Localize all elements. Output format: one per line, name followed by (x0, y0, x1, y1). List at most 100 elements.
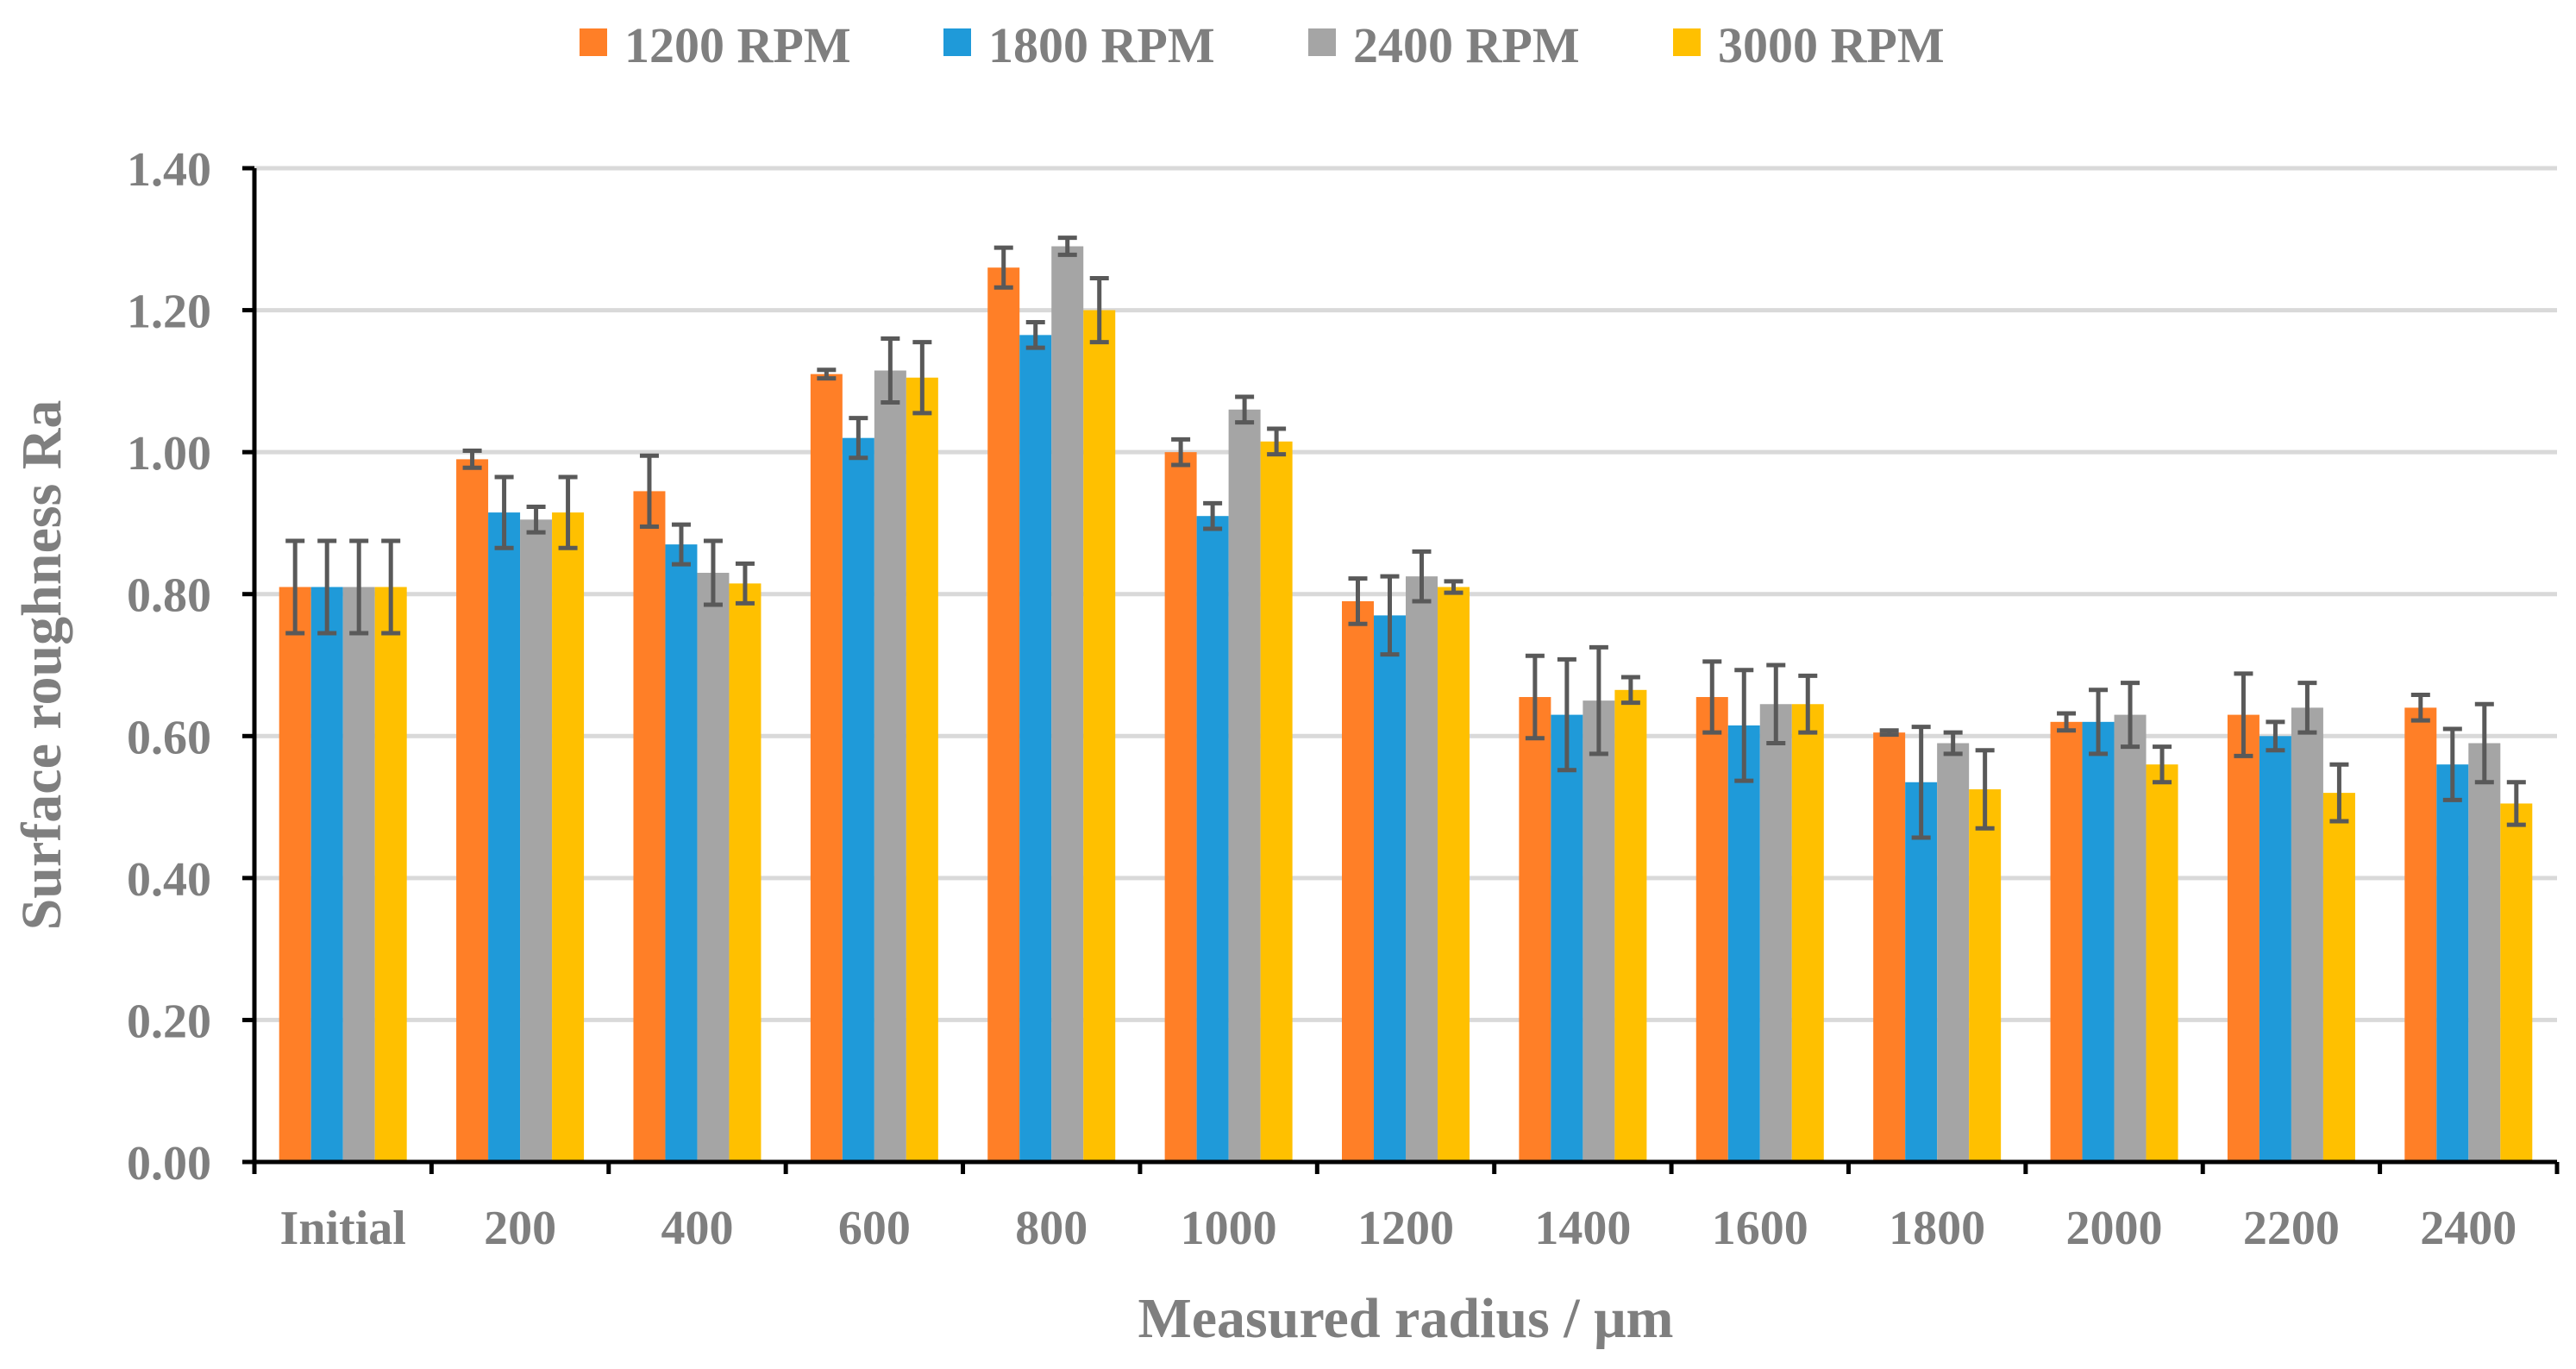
axes (242, 166, 2560, 1174)
error-bar (1171, 436, 1191, 468)
error-bar (1879, 728, 1899, 738)
bar-2400-rpm-1000 (1228, 409, 1261, 1162)
bar-1200-rpm-400 (633, 491, 666, 1162)
bar-1800-rpm-initial (310, 587, 343, 1162)
error-bar (1267, 426, 1287, 457)
error-bar (1444, 579, 1463, 595)
bar-1800-rpm-2200 (2259, 736, 2291, 1162)
legend-label: 1800 RPM (988, 17, 1215, 73)
error-bar (526, 505, 546, 535)
error-bars (285, 235, 2526, 840)
error-bar (1911, 725, 1931, 840)
y-tick-label: 0.80 (127, 569, 211, 623)
bar-1800-rpm-600 (842, 437, 874, 1163)
error-bar (1798, 673, 1818, 735)
error-bar (2266, 719, 2285, 753)
bar-1200-rpm-600 (810, 374, 843, 1163)
bar-2400-rpm-initial (342, 587, 375, 1162)
legend-item-3000-rpm: 3000 RPM (1673, 17, 1945, 73)
bar-1800-rpm-1200 (1374, 615, 1406, 1162)
error-bar (993, 245, 1013, 290)
legend-swatch (943, 28, 971, 56)
bar-2400-rpm-800 (1051, 246, 1084, 1162)
bar-1200-rpm-2400 (2404, 707, 2437, 1162)
bar-2400-rpm-2000 (2114, 714, 2147, 1162)
bar-1200-rpm-1600 (1695, 697, 1728, 1162)
legend-label: 2400 RPM (1353, 17, 1580, 73)
y-tick-label: 1.20 (127, 286, 211, 339)
bar-1200-rpm-200 (456, 459, 489, 1162)
bar-3000-rpm-200 (552, 512, 585, 1162)
bar-3000-rpm-600 (906, 377, 938, 1162)
bar-3000-rpm-1800 (1969, 789, 2002, 1162)
error-bar (1412, 549, 1432, 604)
bar-3000-rpm-1400 (1614, 689, 1647, 1162)
error-bar (639, 453, 659, 530)
y-axis-title: Surface roughness Ra (10, 400, 73, 931)
bar-3000-rpm-1000 (1260, 441, 1293, 1162)
error-bar (1975, 748, 1995, 831)
error-bar (881, 336, 900, 405)
bar-2400-rpm-400 (697, 573, 730, 1162)
error-bar (1348, 576, 1368, 626)
error-bar (381, 538, 401, 636)
y-tick-labels: 0.00 0.20 0.40 0.60 0.80 1.00 1.20 1.40 (127, 143, 211, 1190)
error-bar (2121, 681, 2140, 750)
error-bar (849, 416, 868, 461)
legend-item-2400-rpm: 2400 RPM (1308, 17, 1580, 73)
legend-label: 1200 RPM (624, 17, 851, 73)
bar-3000-rpm-initial (374, 587, 407, 1162)
bar-3000-rpm-800 (1083, 310, 1116, 1163)
bar-1800-rpm-1000 (1196, 516, 1229, 1162)
x-tick-label: 600 (838, 1202, 911, 1255)
bar-1800-rpm-800 (1019, 335, 1052, 1162)
error-bar (349, 538, 369, 636)
error-bar (1025, 320, 1045, 350)
error-bar (1235, 394, 1255, 425)
error-bar (2057, 711, 2077, 733)
bar-1200-rpm-1800 (1873, 732, 1906, 1162)
error-bar (2329, 762, 2349, 824)
bar-3000-rpm-2000 (2146, 764, 2178, 1162)
error-bar (2297, 681, 2317, 735)
error-bar (1734, 668, 1754, 783)
error-bar (2506, 780, 2526, 827)
bar-1200-rpm-initial (279, 587, 311, 1162)
y-tick-label: 1.00 (127, 427, 211, 480)
error-bar (671, 522, 691, 567)
bar-3000-rpm-2400 (2500, 803, 2533, 1162)
error-bar (1557, 656, 1576, 773)
error-bar (1702, 659, 1722, 735)
bar-2400-rpm-1200 (1406, 576, 1438, 1162)
x-tick-label: 2200 (2243, 1202, 2340, 1255)
x-tick-label: 800 (1015, 1202, 1087, 1255)
legend-label: 3000 RPM (1718, 17, 1945, 73)
error-bar (817, 367, 837, 381)
error-bar (735, 561, 755, 606)
error-bar (494, 474, 514, 550)
error-bar (285, 538, 305, 636)
bar-1200-rpm-1400 (1519, 697, 1551, 1162)
error-bar (2442, 726, 2462, 802)
error-bar (2410, 693, 2430, 723)
bar-1800-rpm-1800 (1905, 782, 1938, 1162)
error-bar (317, 538, 337, 636)
x-tick-label: 2400 (2420, 1202, 2516, 1255)
error-bar (703, 538, 723, 607)
error-bar (1203, 500, 1223, 531)
error-bar (2089, 688, 2109, 757)
x-tick-label: 1400 (1534, 1202, 1631, 1255)
error-bar (1525, 653, 1545, 741)
bar-1800-rpm-1600 (1727, 725, 1760, 1162)
bar-3000-rpm-1200 (1438, 587, 1470, 1162)
bar-2400-rpm-600 (874, 370, 906, 1162)
x-tick-label: 1800 (1889, 1202, 1985, 1255)
error-bar (2153, 744, 2172, 785)
error-bar (912, 340, 932, 416)
x-tick-label: 1600 (1712, 1202, 1808, 1255)
bars (279, 246, 2533, 1163)
y-tick-label: 0.60 (127, 711, 211, 764)
legend: 1200 RPM 1800 RPM 2400 RPM 3000 RPM (580, 17, 1945, 73)
x-tick-label: 1200 (1357, 1202, 1454, 1255)
